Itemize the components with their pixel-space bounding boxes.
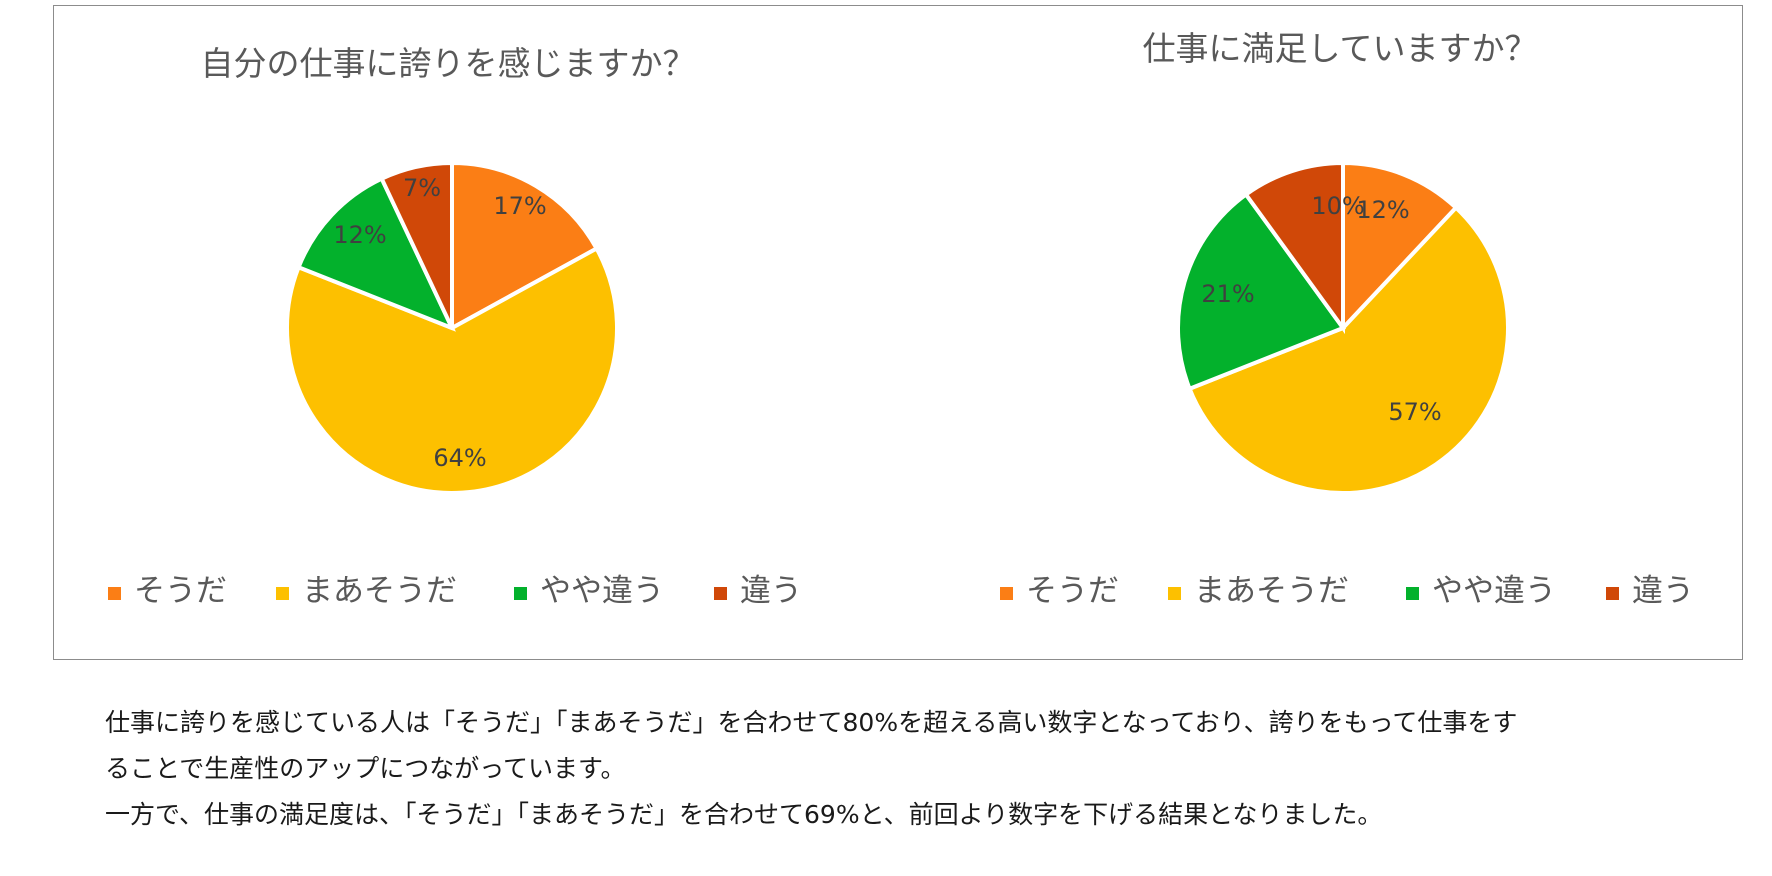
pie-slice-1: [450, 160, 600, 332]
pie-slice-2: [1186, 204, 1510, 495]
slice-label-4: 10%: [1311, 192, 1364, 220]
legend-swatch-4: [714, 587, 727, 600]
slice-label-1: 12%: [1356, 196, 1409, 224]
slice-label-4: 7%: [403, 174, 441, 202]
legend-label-3: やや違う: [540, 573, 664, 609]
legend-swatch-1: [1000, 587, 1013, 600]
legend-swatch-2: [1168, 587, 1181, 600]
pie-slice-3: [1176, 191, 1347, 392]
legend-label-4: 違う: [1632, 573, 1694, 609]
legend-label-2: まあそうだ: [1194, 573, 1349, 609]
caption-line-2: ることで生産性のアップにつながっています。: [105, 754, 626, 783]
chart-title: 自分の仕事に誇りを感じますか？: [201, 44, 696, 83]
slice-label-2: 64%: [433, 444, 486, 472]
legend-swatch-3: [1406, 587, 1419, 600]
legend-label-1: そうだ: [134, 573, 227, 609]
charts-canvas: 自分の仕事に誇りを感じますか？ 17% 64% 12% 7% そうだ まあそうだ やや違う 違う…: [108, 29, 1694, 609]
pie-slice-1: [1341, 160, 1459, 334]
legend-label-1: そうだ: [1026, 573, 1119, 609]
pie-chart-pride: 自分の仕事に誇りを感じますか？ 17% 64% 12% 7% そうだ まあそうだ やや違う 違う: [108, 44, 802, 609]
caption-line-3: 一方で、仕事の満足度は、「そうだ」「まあそうだ」を合わせて69%と、前回より数字…: [105, 800, 1383, 829]
legend-label-3: やや違う: [1432, 573, 1556, 609]
pie-slice-2: [285, 245, 619, 495]
pie-slice-4: [1243, 160, 1345, 335]
legend-swatch-4: [1606, 587, 1619, 600]
pie-slice-3: [295, 176, 456, 332]
slice-label-2: 57%: [1388, 398, 1441, 426]
chart-title: 仕事に満足していますか？: [1142, 29, 1537, 68]
legend-label-4: 違う: [740, 573, 802, 609]
caption-line-1: 仕事に誇りを感じている人は「そうだ」「まあそうだ」を合わせて80%を超える高い数…: [105, 708, 1518, 737]
slice-label-1: 17%: [493, 192, 546, 220]
pie-slice-4: [379, 160, 454, 329]
legend-swatch-1: [108, 587, 121, 600]
slice-label-3: 12%: [333, 221, 386, 249]
legend-label-2: まあそうだ: [302, 573, 457, 609]
slice-label-3: 21%: [1201, 280, 1254, 308]
legend-swatch-2: [276, 587, 289, 600]
legend-swatch-3: [514, 587, 527, 600]
caption: 仕事に誇りを感じている人は「そうだ」「まあそうだ」を合わせて80%を超える高い数…: [105, 700, 1725, 838]
pie-chart-satisfaction: 仕事に満足していますか？ 12% 57% 21% 10% そうだ まあそうだ やや違う 違う: [1000, 29, 1694, 609]
